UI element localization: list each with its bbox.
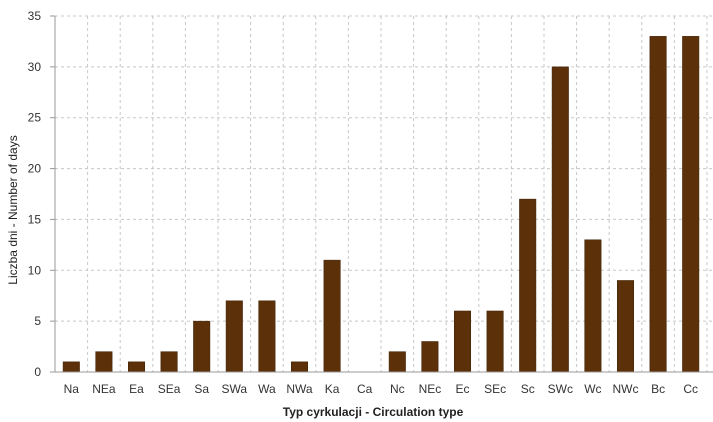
x-tick-label: SEa (158, 382, 181, 396)
x-tick-label: Wa (258, 382, 276, 396)
x-tick-labels: Na NEa Ea SEa Sa SWa Wa NWa Ka Ca Nc NEc Ec SEc Sc SWc W… (64, 382, 698, 396)
y-tick-label: 15 (28, 212, 42, 226)
x-axis-title: Typ cyrkulacji - Circulation type (283, 405, 464, 419)
y-axis-title: Liczba dni - Number of days (6, 135, 20, 284)
x-tick-label: Sc (521, 382, 535, 396)
bar-Sc (519, 198, 537, 373)
bars (62, 36, 700, 373)
bar-Na (62, 361, 80, 373)
bar-NEa (95, 351, 113, 373)
x-tick-label: Ka (325, 382, 340, 396)
x-tick-label: NEc (419, 382, 442, 396)
x-tick-label: SWc (548, 382, 573, 396)
x-tick-label: SEc (484, 382, 506, 396)
x-tick-label: Na (64, 382, 80, 396)
bar-Wa (258, 300, 276, 373)
x-tick-label: SWa (222, 382, 248, 396)
bar-NWa (291, 361, 308, 373)
bar-Sa (193, 320, 211, 373)
y-tick-labels: 0 5 10 15 20 25 30 35 (28, 9, 42, 379)
x-tick-label: Ec (455, 382, 469, 396)
x-tick-label: Sa (194, 382, 209, 396)
bar-Nc (388, 351, 406, 373)
y-tick-label: 25 (28, 111, 42, 125)
bar-NEc (421, 341, 439, 373)
y-tick-label: 5 (34, 314, 41, 328)
x-tick-label: NWc (613, 382, 639, 396)
y-tick-label: 20 (28, 162, 42, 176)
bar-SWa (225, 300, 243, 373)
bar-Ea (128, 361, 145, 373)
x-tick-label: Ca (357, 382, 373, 396)
y-tick-label: 30 (28, 60, 42, 74)
y-tick-label: 0 (34, 365, 41, 379)
x-tick-label: Bc (651, 382, 665, 396)
bar-Ka (323, 259, 341, 373)
bar-Bc (649, 36, 667, 373)
bar-Ec (454, 310, 471, 373)
bar-SEa (160, 351, 178, 373)
bar-SEc (486, 310, 504, 373)
axes (50, 15, 713, 373)
bar-Wc (584, 239, 602, 373)
grid-lines (55, 15, 713, 372)
x-tick-label: Wc (584, 382, 601, 396)
x-tick-label: NWa (286, 382, 313, 396)
x-tick-label: NEa (92, 382, 116, 396)
bar-SWc (551, 66, 569, 373)
x-tick-label: Ea (129, 382, 144, 396)
y-tick-label: 10 (28, 263, 42, 277)
x-tick-label: Nc (390, 382, 405, 396)
bar-NWc (617, 280, 634, 373)
y-tick-label: 35 (28, 9, 42, 23)
x-tick-label: Cc (683, 382, 698, 396)
bar-Cc (682, 36, 700, 373)
